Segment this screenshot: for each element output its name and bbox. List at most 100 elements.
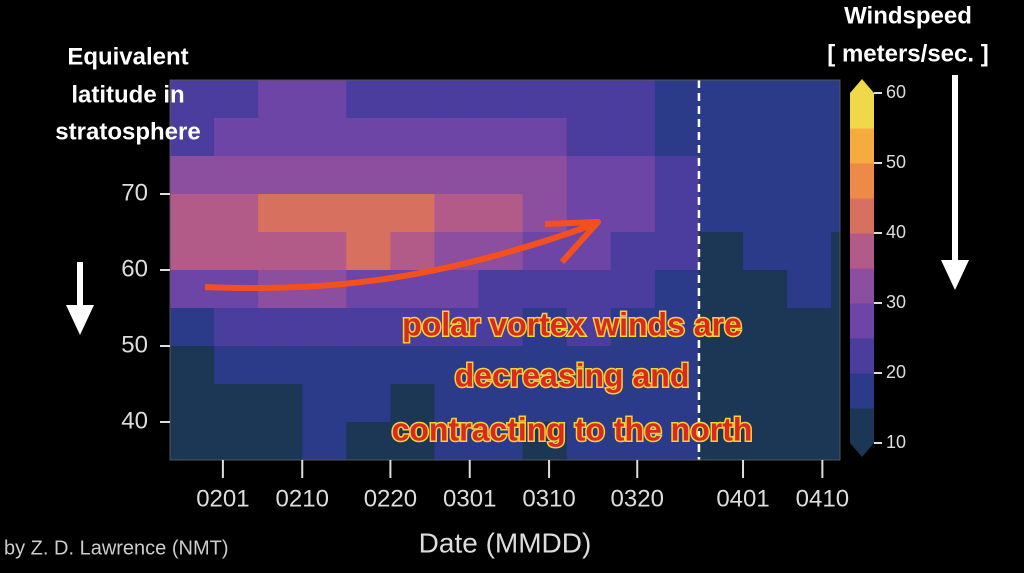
contour-cell xyxy=(522,422,568,460)
colorbar-band xyxy=(850,93,874,129)
contour-cell xyxy=(654,156,700,195)
contour-cell xyxy=(787,118,832,157)
contour-cell xyxy=(170,194,215,233)
x-tick-label: 0410 xyxy=(796,485,849,512)
contour-cell xyxy=(170,422,215,460)
contour-cell xyxy=(214,422,259,460)
x-tick-label: 0201 xyxy=(196,485,249,512)
contour-cell xyxy=(170,156,215,195)
contour-cell xyxy=(346,346,391,385)
contour-cell xyxy=(170,232,215,271)
contour-cell xyxy=(390,118,436,157)
contour-cell xyxy=(214,194,259,233)
contour-cell xyxy=(566,156,612,195)
contour-cell xyxy=(743,194,788,233)
contour-cell xyxy=(610,384,656,423)
contour-cell xyxy=(522,194,568,233)
contour-cell xyxy=(390,80,436,119)
contour-cell xyxy=(478,156,524,195)
contour-cell xyxy=(831,270,840,309)
contour-cell xyxy=(346,194,391,233)
contour-cell xyxy=(170,346,215,385)
annotation: decreasing and xyxy=(455,357,690,393)
contour-cell xyxy=(831,346,840,385)
colorbar-band xyxy=(850,163,874,199)
contour-cell xyxy=(743,270,788,309)
colorbar-band xyxy=(850,408,874,444)
contour-cell xyxy=(346,156,391,195)
contour-cell xyxy=(698,346,744,385)
contour-cell xyxy=(434,270,480,309)
contour-cell xyxy=(434,346,480,385)
contour-cell xyxy=(831,308,840,347)
y-tick-label: 70 xyxy=(121,179,148,206)
colorbar-band xyxy=(850,198,874,234)
contour-cell xyxy=(610,308,656,347)
contour-cell xyxy=(478,194,524,233)
contour-cell xyxy=(302,232,347,271)
contour-cell xyxy=(654,194,700,233)
contour-cell xyxy=(566,346,612,385)
x-tick-label: 0401 xyxy=(716,485,769,512)
x-tick-label: 0320 xyxy=(611,485,664,512)
contour-cell xyxy=(743,308,788,347)
contour-cell xyxy=(214,80,259,119)
contour-cell xyxy=(698,308,744,347)
contour-cell xyxy=(566,270,612,309)
contour-cell xyxy=(787,346,832,385)
contour-cell xyxy=(654,80,700,119)
contour-cell xyxy=(522,118,568,157)
credit: by Z. D. Lawrence (NMT) xyxy=(4,537,228,559)
contour-cell xyxy=(346,422,391,460)
trend-arrow-head xyxy=(544,219,601,265)
contour-cell xyxy=(566,308,612,347)
contour-cell xyxy=(390,346,436,385)
contour-cell xyxy=(698,422,744,460)
contour-cell xyxy=(831,232,840,271)
contour-cell xyxy=(610,156,656,195)
contour-cell xyxy=(610,422,656,460)
contour-cell xyxy=(390,194,436,233)
contour-cell xyxy=(302,422,347,460)
colorbar-title: [ meters/sec. ] xyxy=(827,40,988,67)
contour-cell xyxy=(170,308,215,347)
down-arrow-head xyxy=(941,260,969,290)
colorbar-band xyxy=(850,303,874,339)
contour-cell xyxy=(258,156,303,195)
contour-cell xyxy=(787,308,832,347)
colorbar-band xyxy=(850,128,874,164)
contour-cell xyxy=(698,156,744,195)
colorbar-band xyxy=(850,373,874,409)
x-tick-label: 0210 xyxy=(276,485,329,512)
colorbar-tick-label: 10 xyxy=(886,432,906,452)
contour-cell xyxy=(170,80,215,119)
contour-cell xyxy=(478,270,524,309)
contour-cell xyxy=(654,384,700,423)
contour-cell xyxy=(390,156,436,195)
contour-cell xyxy=(434,384,480,423)
down-arrow-head xyxy=(66,305,94,335)
colorbar-extend xyxy=(850,79,874,93)
contour-cell xyxy=(478,346,524,385)
contour-cell xyxy=(522,270,568,309)
x-tick-label: 0301 xyxy=(443,485,496,512)
contour-cell xyxy=(743,346,788,385)
contour-cell xyxy=(258,308,303,347)
colorbar-band xyxy=(850,233,874,269)
y-tick-label: 40 xyxy=(121,407,148,434)
contour-cell xyxy=(698,270,744,309)
contour-cell xyxy=(258,422,303,460)
contour-cell xyxy=(787,384,832,423)
contour-cell xyxy=(566,118,612,157)
contour-cell xyxy=(698,80,744,119)
contour-cell xyxy=(743,232,788,271)
contour-cell xyxy=(214,346,259,385)
trend-arrow xyxy=(204,221,597,292)
contour-cell xyxy=(302,346,347,385)
colorbar-tick-label: 30 xyxy=(886,292,906,312)
contour-cell xyxy=(346,118,391,157)
contour-cell xyxy=(302,156,347,195)
contour-cell xyxy=(258,80,303,119)
contour-cell xyxy=(743,156,788,195)
